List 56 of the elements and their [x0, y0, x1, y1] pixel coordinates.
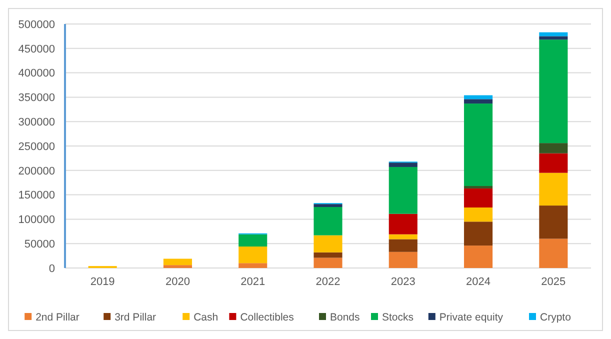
bar [314, 258, 342, 268]
bar [388, 166, 418, 214]
x-tick-label: 2019 [90, 276, 115, 288]
bar [464, 104, 493, 186]
bar [314, 252, 342, 258]
bar [238, 263, 268, 268]
legend-label: Collectibles [240, 312, 294, 324]
y-tick-label: 350000 [18, 92, 55, 104]
bar [539, 40, 568, 144]
legend-label: Bonds [330, 312, 360, 324]
bar [464, 99, 493, 104]
y-tick-label: 500000 [18, 18, 55, 31]
legend-label: Private equity [439, 312, 504, 324]
legend-label: 3rd Pillar [114, 312, 157, 324]
bar [314, 204, 342, 207]
y-tick-label: 150000 [18, 190, 55, 202]
bar [388, 252, 418, 268]
bar [163, 258, 192, 266]
y-tick-label: 100000 [18, 214, 55, 226]
x-tick-label: 2025 [541, 276, 566, 288]
y-tick-label: 50000 [24, 238, 55, 250]
y-tick-label: 0 [48, 262, 55, 275]
bar [464, 95, 493, 100]
bar [388, 162, 418, 167]
bar [238, 246, 268, 264]
legend-label: Crypto [540, 312, 572, 324]
bar [388, 214, 418, 234]
y-tick-label: 250000 [18, 140, 55, 153]
bar [464, 222, 493, 246]
bar [539, 143, 568, 154]
y-tick-label: 450000 [18, 43, 55, 56]
x-tick-label: 2022 [316, 276, 340, 288]
x-tick-label: 2024 [466, 276, 491, 288]
y-tick-label: 400000 [18, 68, 55, 80]
bar [464, 188, 493, 208]
bar [539, 172, 568, 206]
legend-label: Stocks [382, 312, 414, 324]
legend-label: Cash [194, 312, 218, 324]
bar [539, 238, 568, 268]
x-tick-label: 2020 [165, 276, 190, 288]
bar [314, 207, 342, 236]
legend-label: 2nd Pillar [36, 312, 80, 324]
bar [314, 235, 342, 252]
bar [163, 265, 192, 268]
bar [464, 246, 493, 268]
bar [539, 153, 568, 173]
bar [388, 239, 418, 252]
bar [238, 234, 268, 247]
bar [539, 206, 568, 239]
x-tick-label: 2021 [240, 276, 266, 288]
bar [539, 36, 568, 40]
y-tick-label: 200000 [18, 165, 55, 178]
x-tick-label: 2023 [390, 276, 416, 288]
y-tick-label: 300000 [18, 116, 55, 128]
bar [464, 207, 493, 222]
bar [388, 234, 418, 240]
